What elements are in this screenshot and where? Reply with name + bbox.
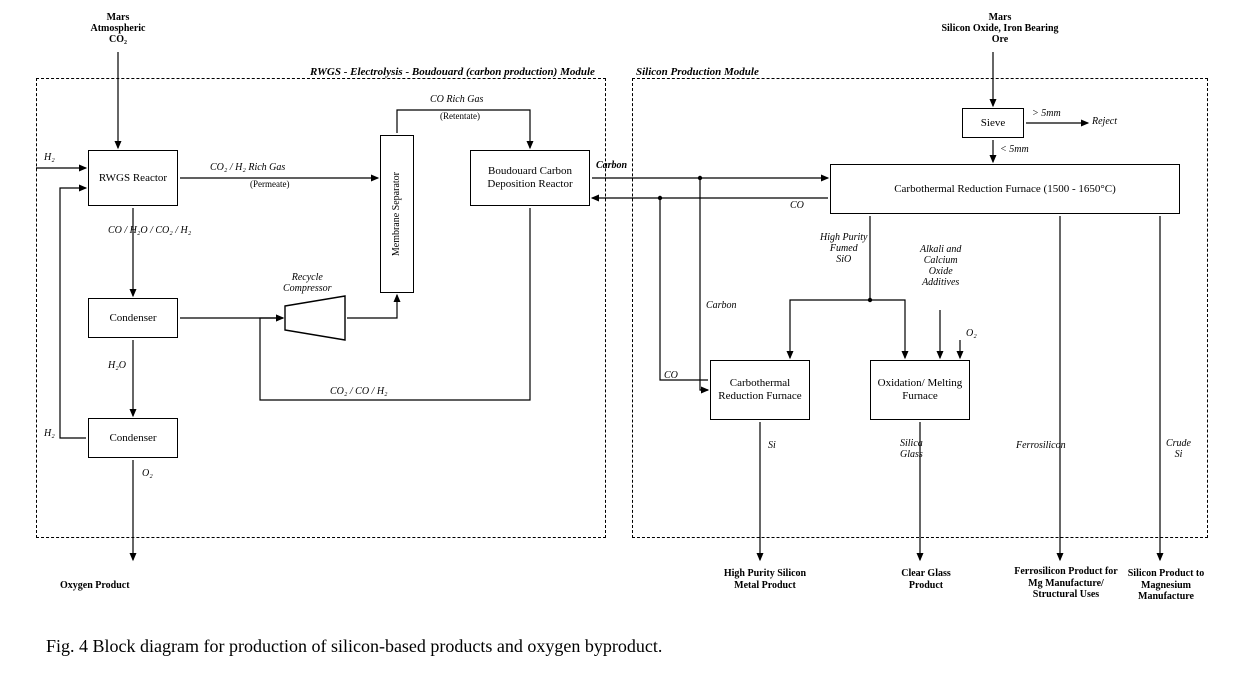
product-glass: Clear Glass Product [896, 568, 956, 591]
lbl-h2-recycle: H₂ [44, 428, 55, 439]
product-oxygen: Oxygen Product [60, 580, 130, 592]
lbl-additives: Alkali and Calcium Oxide Additives [920, 244, 961, 288]
lbl-mix1: CO / H₂O / CO₂ / H₂ [108, 225, 191, 236]
compressor-label: Recycle Compressor [283, 272, 332, 294]
lbl-h2-in: H₂ [44, 152, 55, 163]
block-ctr-small: Carbothermal Reduction Furnace [710, 360, 810, 420]
diagram-canvas: RWGS - Electrolysis - Boudouard (carbon … [0, 0, 1240, 678]
module-right-title: Silicon Production Module [636, 66, 759, 78]
product-si-metal: High Purity Silicon Metal Product [720, 568, 810, 591]
lbl-glass-out: Silica Glass [900, 438, 923, 460]
lbl-reject: Reject [1092, 116, 1117, 127]
figure-caption: Fig. 4 Block diagram for production of s… [46, 636, 662, 657]
lbl-h2o: H₂O [108, 360, 126, 371]
lbl-co-back: CO [790, 200, 804, 211]
lbl-co-rich: CO Rich Gas [430, 94, 483, 105]
lbl-crude-si: Crude Si [1166, 438, 1191, 460]
input-mars-ore: Mars Silicon Oxide, Iron Bearing Ore [900, 12, 1100, 45]
block-rwgs: RWGS Reactor [88, 150, 178, 206]
lbl-recycle-gas: CO₂ / CO / H₂ [330, 386, 388, 397]
block-oxidation: Oxidation/ Melting Furnace [870, 360, 970, 420]
block-sieve: Sieve [962, 108, 1024, 138]
product-ferro: Ferrosilicon Product for Mg Manufacture/… [1006, 566, 1126, 601]
lbl-co2h2: CO₂ / H₂ Rich Gas [210, 162, 285, 173]
lbl-fumed-sio: High Purity Fumed SiO [820, 232, 868, 265]
lbl-si-out: Si [768, 440, 776, 451]
block-condenser-2: Condenser [88, 418, 178, 458]
lbl-co-back2: CO [664, 370, 678, 381]
module-left-title: RWGS - Electrolysis - Boudouard (carbon … [310, 66, 595, 78]
lbl-permeate: (Permeate) [250, 180, 289, 190]
block-ctr-main: Carbothermal Reduction Furnace (1500 - 1… [830, 164, 1180, 214]
lbl-ferro-out: Ferrosilicon [1016, 440, 1066, 451]
lbl-o2-out: O₂ [142, 468, 153, 479]
lbl-retentate: (Retentate) [440, 112, 480, 122]
block-condenser-1: Condenser [88, 298, 178, 338]
block-membrane: Membrane Separator [380, 135, 414, 293]
lbl-lt5: < 5mm [1000, 144, 1029, 155]
block-membrane-label: Membrane Separator [391, 172, 403, 256]
lbl-carbon: Carbon [596, 160, 627, 171]
input-mars-co2: Mars Atmospheric CO₂ [68, 12, 168, 45]
product-si-to-mg: Silicon Product to Magnesium Manufacture [1116, 568, 1216, 603]
lbl-gt5: > 5mm [1032, 108, 1061, 119]
lbl-carbon2: Carbon [706, 300, 737, 311]
lbl-o2-oxid: O₂ [966, 328, 977, 339]
block-boudouard: Boudouard Carbon Deposition Reactor [470, 150, 590, 206]
